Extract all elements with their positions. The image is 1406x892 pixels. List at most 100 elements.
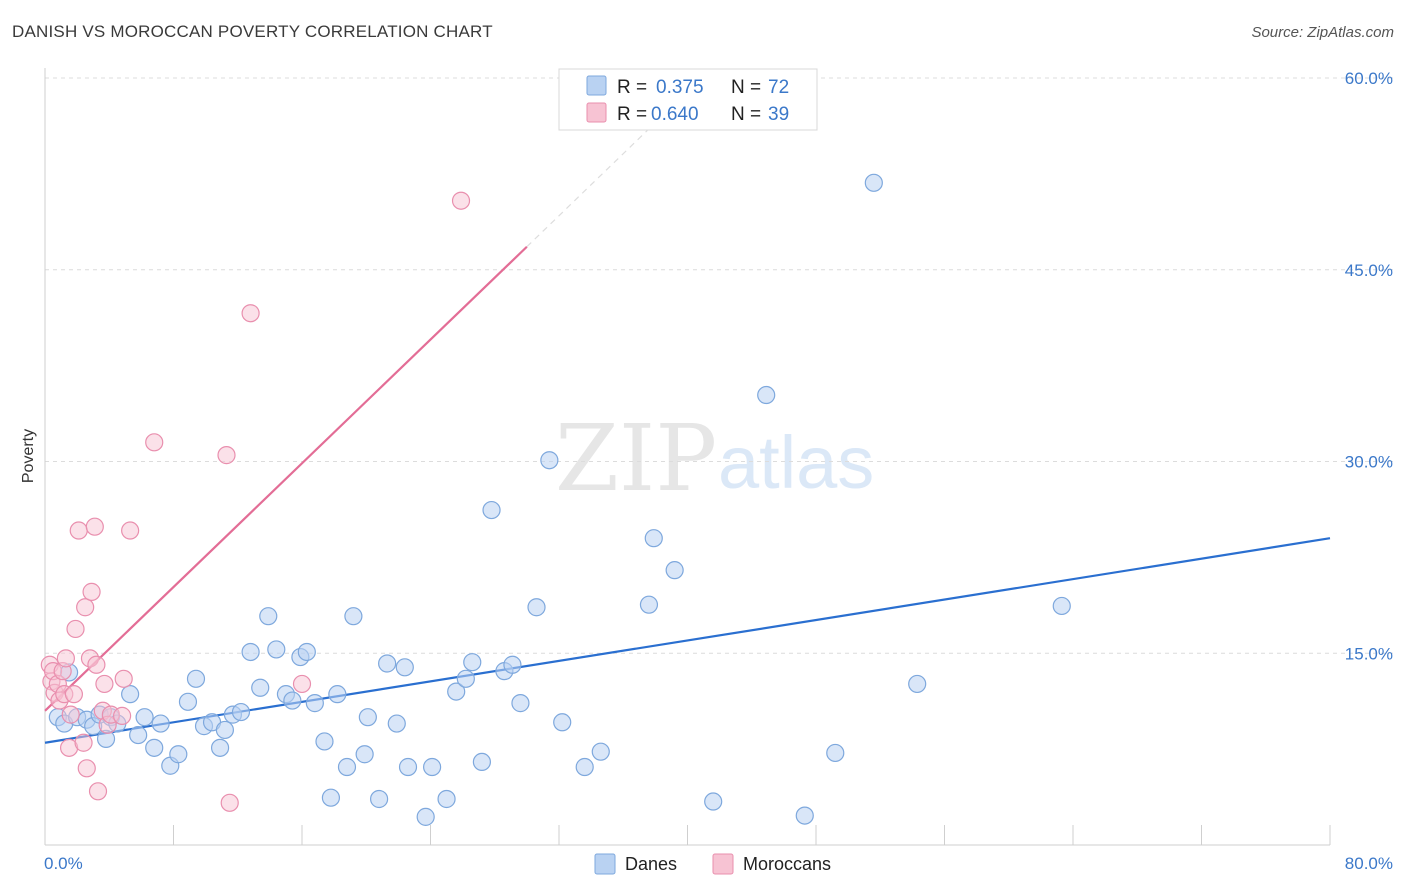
trend-lines [44,129,1331,744]
danes-point [527,598,546,617]
series-legend-swatch-danes [594,853,616,875]
danes-point [145,738,164,757]
danes-point [591,742,610,761]
danes-point [795,806,814,825]
moroccans-point [292,674,312,694]
legend-n-label-danes: N = [731,77,761,98]
series-legend-label-danes: Danes [625,854,677,874]
moroccans-point [88,782,108,801]
legend-swatch-moroccans [586,102,607,123]
moroccans-point [66,619,85,639]
danes-point [665,561,684,580]
y-axis-label: Poverty [20,429,37,483]
moroccans-trend-extension [526,129,648,248]
danes-point [151,714,170,733]
danes-point [129,725,148,745]
danes-point [639,595,659,614]
moroccans-point [114,669,133,688]
danes-point [472,752,491,772]
stats-legend: R = 0.375 N = 72 R = 0.640 N = 39 [558,68,818,131]
danes-point [231,702,251,722]
danes-point [482,500,501,520]
danes-point [908,674,927,694]
danes-point [416,807,435,826]
moroccans-point [82,582,101,601]
moroccans-points [40,191,471,812]
danes-points [48,173,1071,826]
danes-point [186,669,206,688]
moroccans-point [95,674,114,694]
moroccans-point [217,446,236,465]
moroccans-point [85,517,104,536]
danes-point [553,713,572,732]
danes-point [503,655,522,674]
danes-point [344,607,363,626]
y-tick-label: 60.0% [1345,69,1393,88]
danes-trend-line [44,537,1331,744]
danes-point [241,642,260,662]
danes-point [297,642,316,662]
danes-point [121,685,140,704]
danes-point [135,708,154,727]
danes-point [575,757,594,777]
source-credit: Source: ZipAtlas.com [1251,24,1394,41]
danes-point [210,738,230,757]
legend-r-label-danes: R = [617,77,647,98]
series-legend-label-moroccans: Moroccans [743,854,831,874]
moroccans-point [451,191,471,210]
danes-point [328,685,347,704]
danes-point [178,692,198,711]
danes-point [387,714,406,733]
moroccans-point [87,655,106,674]
danes-point [355,745,374,764]
moroccans-point [220,793,239,812]
moroccans-point [69,521,88,540]
danes-point [447,682,466,701]
danes-point [305,694,324,713]
danes-point [283,691,302,710]
danes-point [704,792,723,811]
danes-point [540,451,559,470]
danes-point [215,720,234,740]
danes-point [395,658,414,677]
legend-n-value-danes: 72 [768,77,789,98]
moroccans-point [56,649,75,668]
grid-lines [45,77,1393,654]
danes-point [267,640,286,659]
danes-point [864,173,883,192]
danes-point [337,757,357,777]
danes-point [463,653,482,672]
x-tick-label-max: 80.0% [1345,854,1393,873]
danes-point [358,708,377,727]
danes-point [437,789,456,809]
danes-point [251,678,270,697]
series-legend-swatch-moroccans [712,853,734,875]
danes-point [1052,596,1071,616]
axes [44,68,1331,846]
danes-point [378,654,397,673]
legend-r-label-moroccans: R = [617,104,647,125]
y-tick-label: 30.0% [1345,453,1393,472]
danes-point [315,732,334,751]
danes-point [169,745,188,764]
y-tick-label: 45.0% [1345,261,1393,280]
moroccans-point [112,706,132,725]
legend-r-value-danes: 0.375 [656,77,704,98]
y-tick-labels: 15.0% 30.0% 45.0% 60.0% [1345,69,1393,663]
moroccans-point [74,733,93,752]
moroccans-trend-line [44,245,528,712]
danes-point [456,669,475,688]
chart-title: DANISH VS MOROCCAN POVERTY CORRELATION C… [12,22,493,41]
danes-point [757,385,776,405]
moroccans-point [145,433,164,452]
danes-point [321,788,341,807]
series-legend: Danes Moroccans [594,853,831,875]
moroccans-point [241,304,260,323]
danes-point [826,743,845,763]
danes-point [370,789,389,809]
moroccans-point [64,685,84,704]
danes-point [511,694,530,713]
legend-n-label-moroccans: N = [731,104,761,125]
legend-n-value-moroccans: 39 [768,104,789,125]
